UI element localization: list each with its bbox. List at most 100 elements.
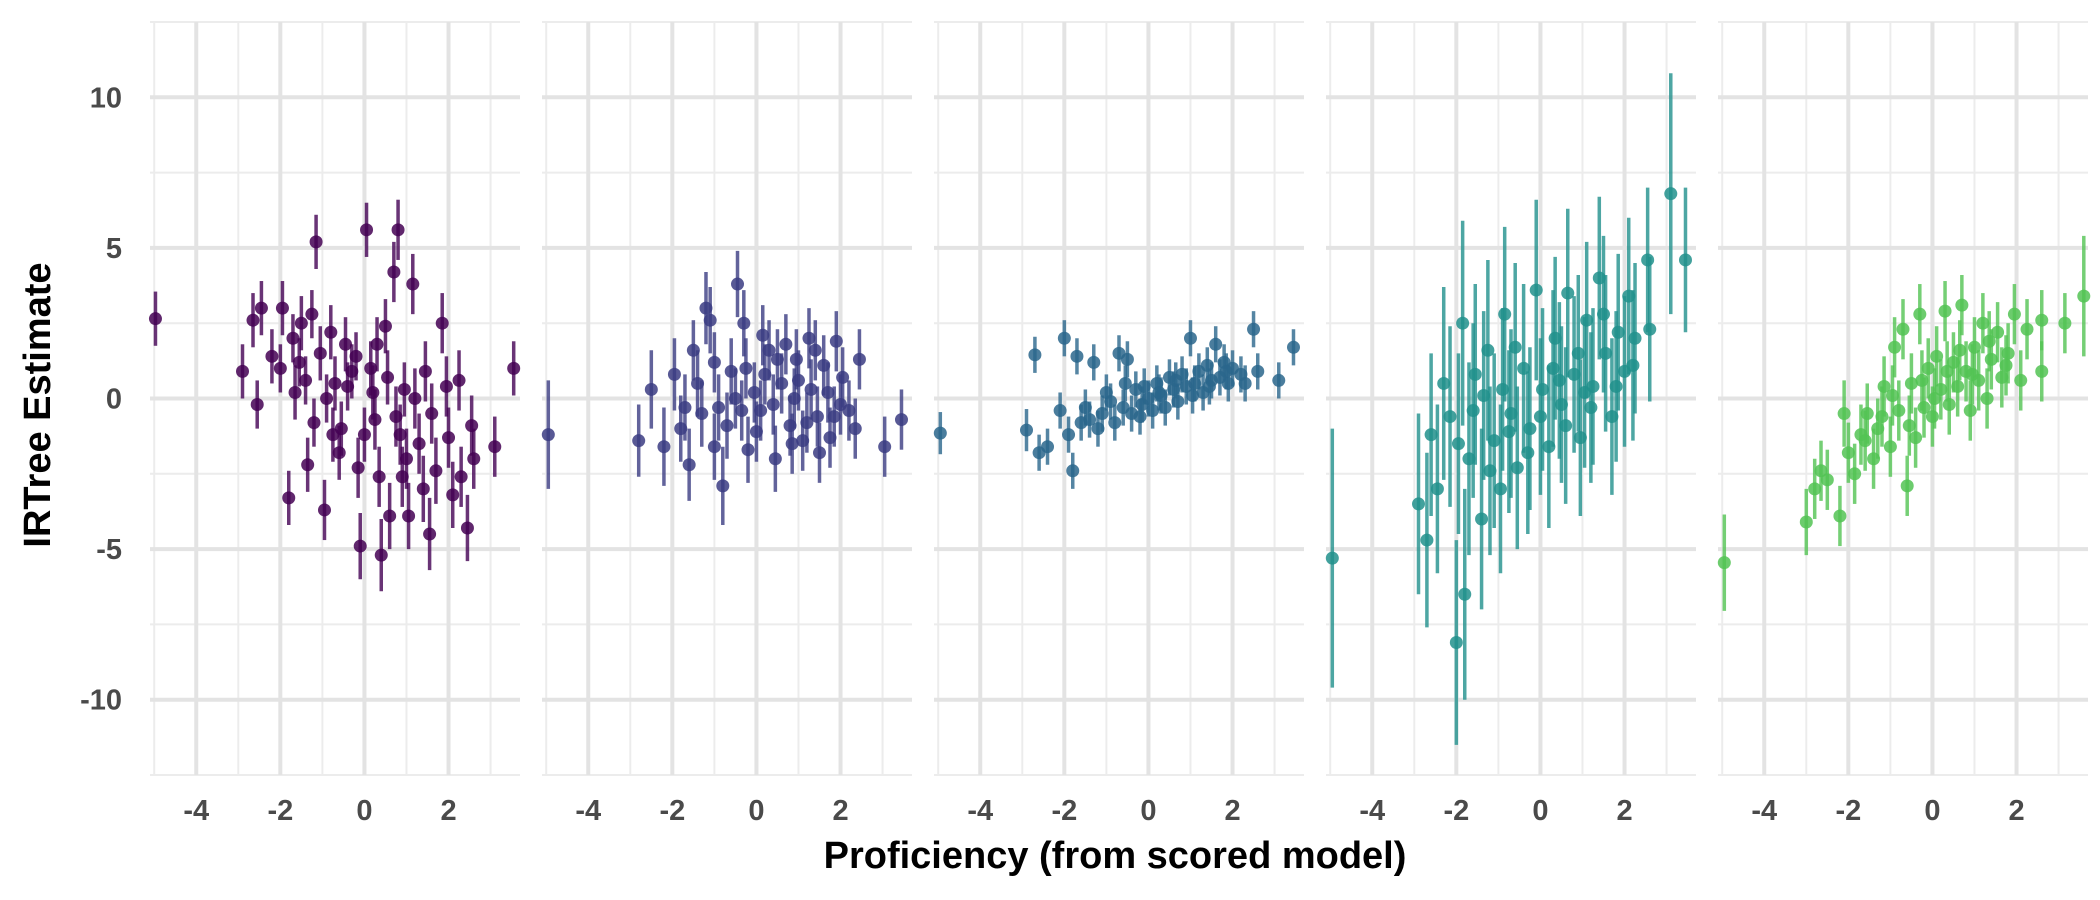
data-point xyxy=(695,407,709,421)
panel-2: -4 -2 0 2 xyxy=(541,21,912,827)
data-point xyxy=(1837,407,1851,421)
x-tick-label: -2 xyxy=(267,795,293,827)
data-point xyxy=(1508,340,1522,354)
x-tick-label: -2 xyxy=(1835,795,1861,827)
data-point xyxy=(465,419,479,433)
data-point xyxy=(1546,361,1560,375)
data-point xyxy=(657,440,671,454)
data-point xyxy=(309,235,323,249)
data-point xyxy=(1533,410,1547,424)
x-tick-label: 2 xyxy=(1616,795,1632,827)
data-point xyxy=(674,422,688,436)
data-point xyxy=(1430,482,1444,496)
data-point xyxy=(370,337,384,351)
data-point xyxy=(416,482,430,496)
data-point xyxy=(754,404,768,418)
data-point xyxy=(1820,473,1834,487)
data-point xyxy=(1561,286,1575,300)
data-point xyxy=(813,446,826,460)
data-point xyxy=(1504,407,1518,421)
data-point xyxy=(1892,404,1906,418)
data-point xyxy=(360,223,374,237)
x-tick-label: -2 xyxy=(1051,795,1077,827)
data-point xyxy=(1584,401,1598,415)
data-point xyxy=(452,373,466,387)
data-point xyxy=(779,337,793,351)
data-point xyxy=(1942,398,1956,412)
data-point xyxy=(1135,398,1149,412)
x-tick-label: -2 xyxy=(659,795,685,827)
data-point xyxy=(1928,392,1942,405)
data-point xyxy=(1885,388,1899,402)
data-point xyxy=(1437,376,1451,390)
data-point xyxy=(1158,401,1172,415)
panel-5: -4 -2 0 2 xyxy=(1717,21,2091,827)
data-point xyxy=(1799,515,1813,529)
data-point xyxy=(1841,446,1855,460)
data-point xyxy=(1900,479,1914,493)
y-tick-label: -5 xyxy=(96,534,122,566)
data-point xyxy=(1146,404,1160,418)
data-point xyxy=(1325,551,1339,565)
data-point xyxy=(353,539,367,553)
data-point xyxy=(829,334,843,348)
panel-1: -4 -2 0 2 xyxy=(148,21,521,827)
data-point xyxy=(1412,497,1425,511)
data-point xyxy=(1611,325,1625,339)
data-point xyxy=(1183,331,1197,345)
data-point xyxy=(368,413,382,427)
data-point xyxy=(1980,392,1994,405)
data-point xyxy=(301,458,315,472)
data-point xyxy=(2020,322,2034,336)
data-point xyxy=(747,385,761,399)
data-point xyxy=(1487,434,1501,448)
data-point xyxy=(785,437,799,451)
data-point xyxy=(1462,452,1476,466)
data-point xyxy=(1913,307,1927,321)
x-tick-label: -4 xyxy=(183,795,209,827)
data-point xyxy=(737,316,751,330)
data-point xyxy=(418,364,432,378)
data-point xyxy=(1502,425,1516,439)
data-point xyxy=(1521,446,1535,460)
x-tick-label: 2 xyxy=(440,795,456,827)
x-tick-label: 2 xyxy=(1224,795,1240,827)
data-point xyxy=(852,352,866,366)
data-point xyxy=(644,382,658,396)
data-point xyxy=(667,367,681,381)
data-point xyxy=(810,410,824,424)
data-point xyxy=(250,398,264,412)
data-point xyxy=(254,301,268,315)
data-point xyxy=(265,349,279,363)
y-axis-title: IRTree Estimate xyxy=(17,262,59,547)
data-point xyxy=(1041,440,1055,454)
data-point xyxy=(766,398,780,412)
data-point xyxy=(488,440,502,454)
data-point xyxy=(397,382,411,396)
data-point xyxy=(1209,337,1223,351)
x-tick-label: 0 xyxy=(1532,795,1548,827)
x-tick-label: 0 xyxy=(1924,795,1940,827)
data-point xyxy=(686,343,700,357)
data-point xyxy=(1871,422,1885,436)
panel-4: -4 -2 0 2 xyxy=(1325,21,1696,827)
data-point xyxy=(731,277,745,291)
data-point xyxy=(1559,419,1573,433)
data-point xyxy=(399,452,413,466)
data-point xyxy=(804,382,818,396)
data-point xyxy=(749,425,763,439)
data-point xyxy=(1078,401,1092,415)
data-point xyxy=(834,398,848,412)
data-point xyxy=(724,364,738,378)
data-point xyxy=(1466,404,1480,418)
data-point xyxy=(1938,304,1952,318)
data-point xyxy=(1028,348,1042,362)
data-point xyxy=(1451,437,1465,451)
data-point xyxy=(739,361,753,375)
data-point xyxy=(351,461,365,475)
data-point xyxy=(328,376,342,390)
data-point xyxy=(389,410,403,424)
y-tick-label: 10 xyxy=(90,82,122,114)
data-point xyxy=(349,349,363,363)
data-point xyxy=(1573,431,1587,445)
